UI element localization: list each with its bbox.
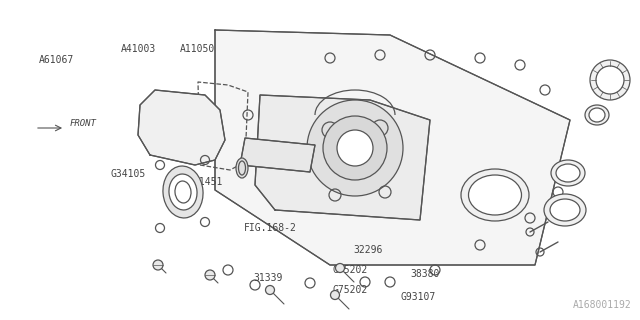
Ellipse shape <box>236 158 248 178</box>
Circle shape <box>590 60 630 100</box>
Circle shape <box>153 260 163 270</box>
Ellipse shape <box>556 164 580 182</box>
Text: FIG.168-2: FIG.168-2 <box>244 223 296 233</box>
Ellipse shape <box>169 174 197 210</box>
Text: A41003: A41003 <box>120 44 156 54</box>
Text: G34105: G34105 <box>110 169 146 179</box>
Ellipse shape <box>461 169 529 221</box>
Ellipse shape <box>175 181 191 203</box>
Ellipse shape <box>550 199 580 221</box>
Circle shape <box>337 130 373 166</box>
Ellipse shape <box>544 194 586 226</box>
Ellipse shape <box>468 175 522 215</box>
Text: A168001192: A168001192 <box>573 300 632 310</box>
Circle shape <box>266 285 275 294</box>
Text: A61077: A61077 <box>333 119 369 129</box>
Text: G75202: G75202 <box>332 265 367 275</box>
Text: 31325C: 31325C <box>172 96 207 106</box>
Ellipse shape <box>551 160 585 186</box>
Ellipse shape <box>589 108 605 122</box>
Text: 38380: 38380 <box>410 269 440 279</box>
Circle shape <box>596 66 624 94</box>
Text: 31339: 31339 <box>253 273 283 283</box>
Ellipse shape <box>585 105 609 125</box>
Circle shape <box>205 270 215 280</box>
Circle shape <box>307 100 403 196</box>
Polygon shape <box>240 138 315 172</box>
Circle shape <box>323 116 387 180</box>
Ellipse shape <box>163 166 203 218</box>
Circle shape <box>330 291 339 300</box>
Text: A11050: A11050 <box>179 44 214 54</box>
Polygon shape <box>138 90 225 165</box>
Circle shape <box>335 263 344 273</box>
Text: 32296: 32296 <box>353 245 383 255</box>
Text: A61067: A61067 <box>38 55 74 65</box>
Text: 31451: 31451 <box>193 177 223 187</box>
Text: G93107: G93107 <box>401 292 436 302</box>
Text: FRONT: FRONT <box>70 118 97 127</box>
Text: 31196: 31196 <box>174 112 204 122</box>
Polygon shape <box>215 30 570 265</box>
Text: G75202: G75202 <box>332 285 367 295</box>
Polygon shape <box>255 95 430 220</box>
